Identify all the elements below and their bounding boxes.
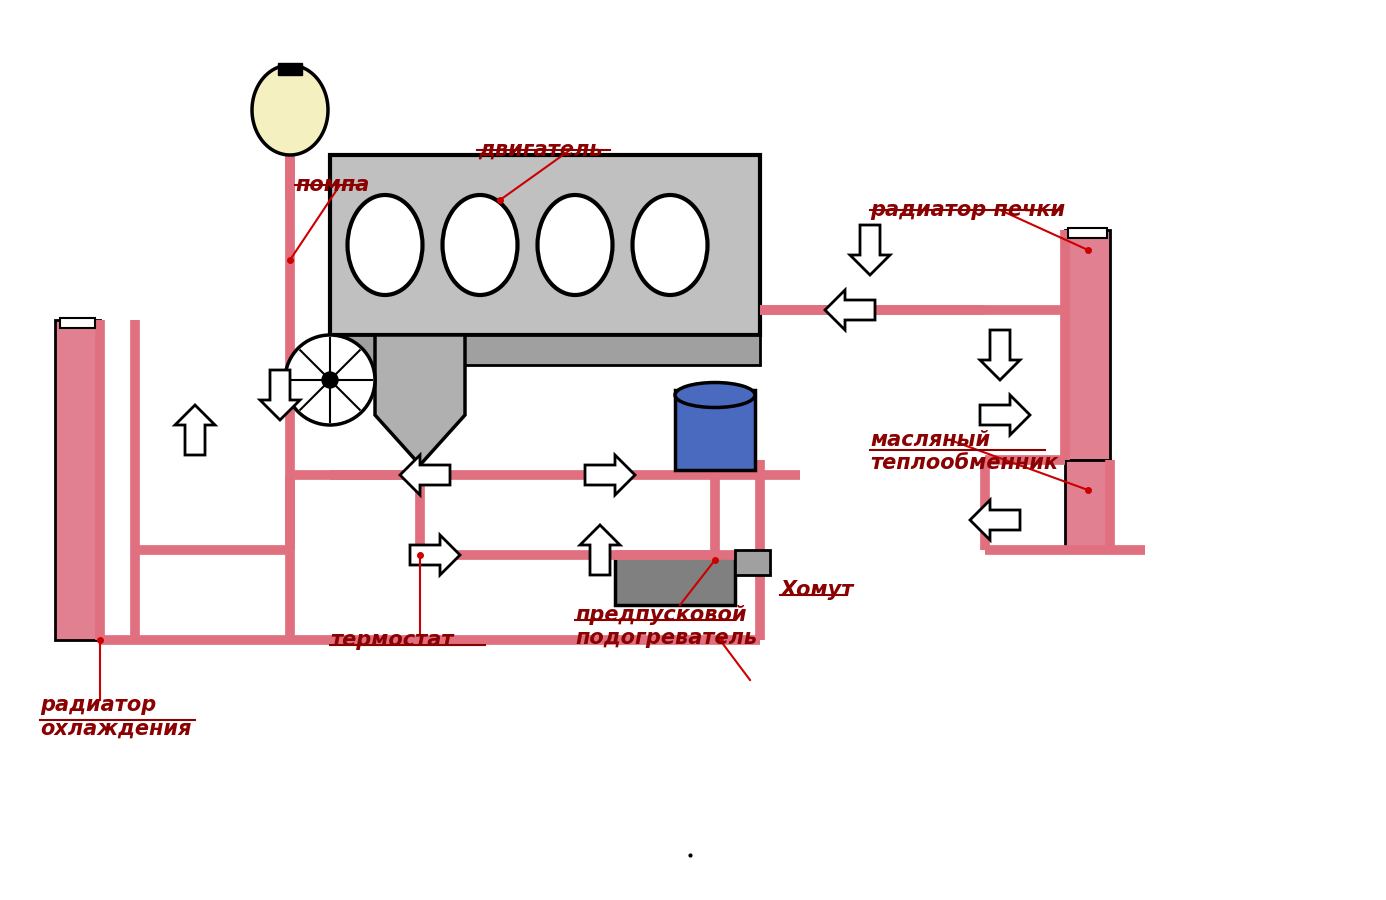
Bar [1069,228,1107,238]
Text: предпусковой
подогреватель: предпусковой подогреватель [575,605,757,648]
Text: помпа: помпа [295,175,370,195]
Polygon shape [579,525,620,575]
Polygon shape [410,535,460,575]
Bar [279,63,302,75]
Polygon shape [850,225,890,275]
Text: радиатор печки: радиатор печки [870,200,1064,220]
Ellipse shape [442,195,517,295]
Polygon shape [252,65,328,155]
Polygon shape [980,395,1030,435]
Polygon shape [825,290,875,330]
Polygon shape [175,405,215,455]
Polygon shape [261,370,299,420]
Text: Хомут: Хомут [780,580,854,600]
Polygon shape [401,455,450,495]
Circle shape [322,372,338,388]
Text: масляный
теплообменник: масляный теплообменник [870,430,1058,473]
Bar [735,550,771,575]
Bar [675,390,755,470]
Polygon shape [585,455,635,495]
Bar [330,335,760,365]
Ellipse shape [538,195,613,295]
Bar [60,318,96,328]
Polygon shape [980,330,1020,380]
Text: двигатель: двигатель [478,140,603,160]
Circle shape [286,335,376,425]
Bar [615,555,735,605]
Polygon shape [970,500,1020,540]
Ellipse shape [675,382,755,408]
Bar [1064,230,1110,460]
Bar [55,320,100,640]
Ellipse shape [348,195,423,295]
Polygon shape [376,335,464,465]
Text: термостат: термостат [330,630,453,650]
Text: радиатор
охлаждения: радиатор охлаждения [40,695,191,738]
Bar [330,155,760,335]
Ellipse shape [632,195,707,295]
Bar [1064,460,1110,550]
